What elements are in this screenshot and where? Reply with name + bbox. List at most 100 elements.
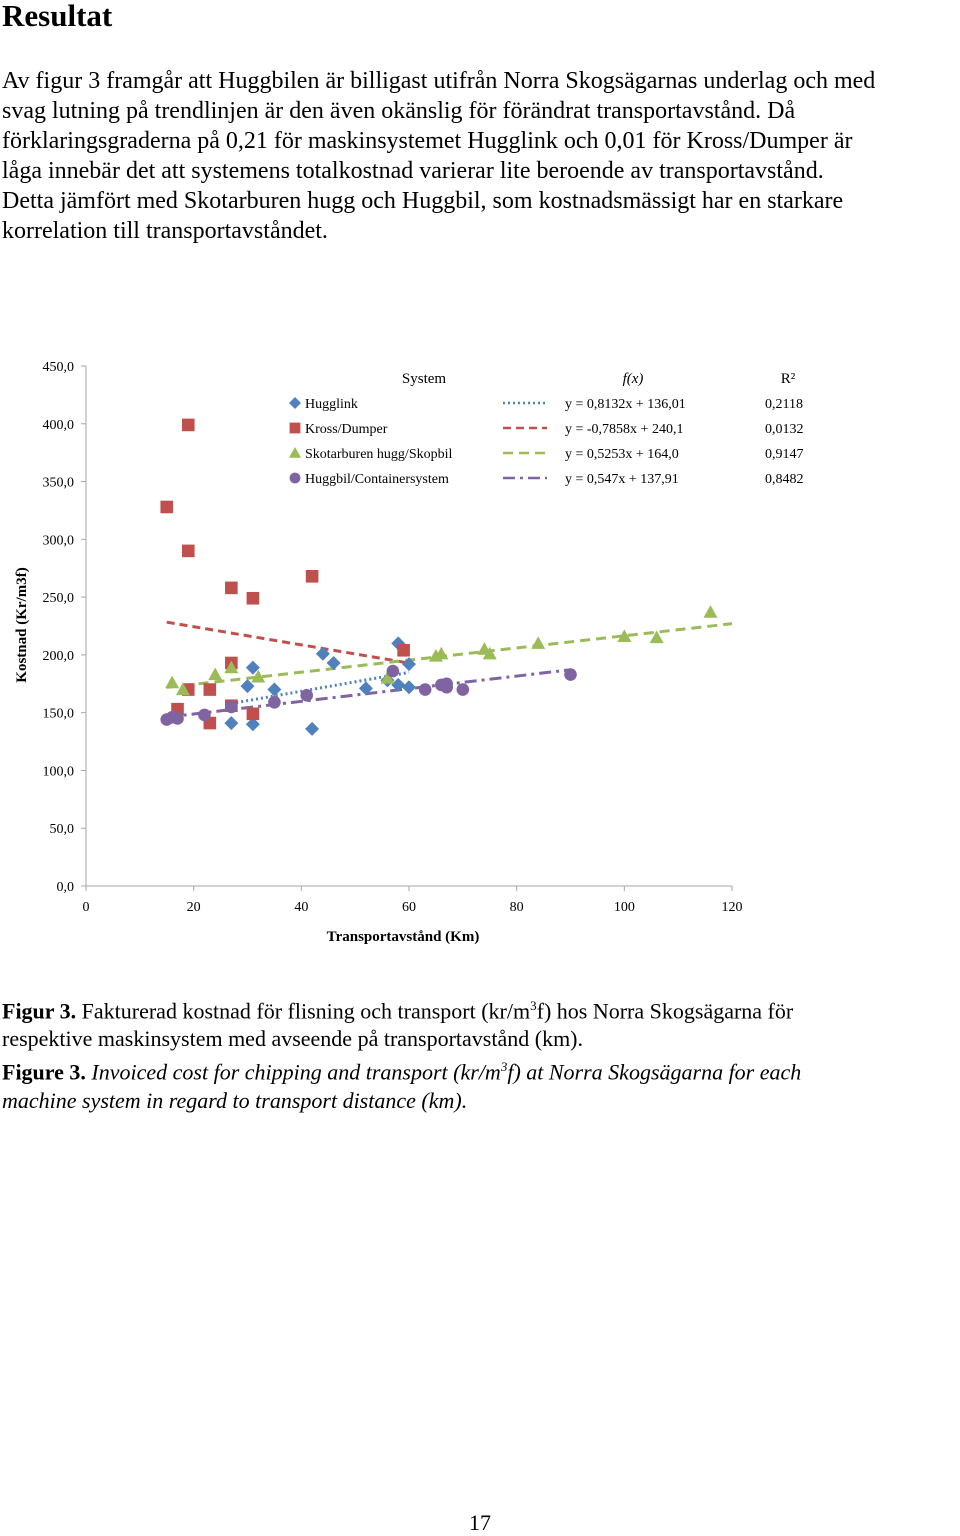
y-tick-label: 250,0 — [43, 591, 75, 606]
data-point — [617, 629, 632, 642]
paragraph-line: korrelation till transportavståndet. — [2, 218, 328, 244]
data-point — [402, 657, 416, 672]
legend-header-r2: R² — [781, 371, 796, 387]
chart-legend: System f(x) R² Hugglink y = 0,8132x + 136,01… — [289, 371, 804, 487]
y-tick-label: 350,0 — [43, 476, 75, 491]
paragraph-line: låga innebär det att systemens totalkost… — [2, 158, 824, 184]
chart-axes: 0,050,0100,0150,0200,0250,0300,0350,0400… — [43, 360, 743, 915]
legend-r2: 0,8482 — [765, 472, 804, 487]
data-point — [268, 695, 281, 709]
data-point — [358, 681, 373, 696]
data-point — [703, 605, 718, 618]
legend-marker — [289, 472, 301, 484]
legend-label: Skotarburen hugg/Skopbil — [305, 447, 452, 462]
legend-marker — [289, 397, 301, 409]
data-point — [402, 680, 416, 695]
data-point — [397, 643, 410, 657]
y-tick-label: 200,0 — [43, 649, 75, 664]
caption-sv-text-b: f) hos Norra Skogsägarna för — [536, 998, 794, 1024]
legend-label: Hugglink — [305, 397, 358, 412]
data-point — [245, 660, 260, 675]
data-point — [440, 677, 453, 691]
y-tick-label: 400,0 — [43, 418, 75, 433]
data-point — [315, 646, 330, 661]
caption-en-text-a: Invoiced cost for chipping and transport… — [85, 1059, 501, 1085]
data-point — [246, 707, 260, 721]
paragraph-line: svag lutning på trendlinjen är den även … — [2, 98, 796, 124]
y-tick-label: 450,0 — [43, 360, 75, 375]
caption-sv-sup: 3 — [530, 998, 537, 1013]
caption-en-line-2: machine system in regard to transport di… — [2, 1087, 468, 1113]
legend-label: Huggbil/Containersystem — [305, 472, 449, 487]
data-point — [165, 675, 180, 689]
data-point — [456, 683, 470, 696]
data-point — [245, 717, 260, 732]
data-point — [224, 716, 239, 731]
x-axis-label: Transportavstånd (Km) — [327, 929, 480, 945]
data-point — [305, 570, 319, 583]
data-point — [305, 721, 320, 736]
paragraph-line: förklaringsgraderna på 0,21 för maskinsy… — [2, 128, 853, 154]
paragraph-line: Detta jämfört med Skotarburen hugg och H… — [2, 188, 844, 214]
x-tick-label: 80 — [510, 900, 524, 915]
legend-equation: y = -0,7858x + 240,1 — [565, 422, 683, 437]
caption-en-line-1: Figure 3. Invoiced cost for chipping and… — [2, 1053, 958, 1086]
legend-equation: y = 0,547x + 137,91 — [565, 472, 679, 487]
caption-sv-line-2: respektive maskinsystem med avseende på … — [2, 1026, 584, 1052]
figure-caption: Figur 3. Fakturerad kostnad för flisning… — [2, 992, 958, 1115]
data-point — [181, 544, 195, 558]
section-heading: Resultat — [2, 0, 113, 33]
data-point — [391, 677, 406, 692]
data-point — [380, 671, 395, 684]
legend-r2: 0,9147 — [765, 447, 804, 462]
body-paragraph: Av figur 3 framgår att Huggbilen är bill… — [2, 66, 958, 246]
data-point — [251, 669, 266, 683]
data-point — [418, 683, 432, 696]
data-point — [181, 418, 195, 432]
data-point — [267, 682, 282, 697]
y-tick-label: 300,0 — [43, 533, 75, 548]
y-tick-label: 50,0 — [50, 822, 75, 837]
data-point — [386, 664, 400, 678]
trend-line — [166, 622, 733, 689]
data-point — [198, 708, 211, 722]
data-point — [171, 712, 184, 725]
data-point — [246, 591, 260, 605]
y-axis-label: Kostnad (Kr/m3f) — [14, 567, 30, 682]
data-point — [326, 655, 341, 670]
data-point — [203, 683, 217, 696]
data-point — [391, 636, 406, 651]
legend-label: Kross/Dumper — [305, 422, 388, 437]
trend-line — [166, 620, 410, 665]
legend-marker — [289, 447, 301, 458]
data-point — [224, 660, 239, 674]
x-tick-label: 120 — [722, 900, 743, 915]
scatter-chart: 0,050,0100,0150,0200,0250,0300,0350,0400… — [14, 360, 804, 945]
x-tick-label: 0 — [83, 900, 90, 915]
y-tick-label: 0,0 — [57, 880, 75, 895]
x-tick-label: 60 — [402, 900, 416, 915]
paragraph-line: Av figur 3 framgår att Huggbilen är bill… — [2, 68, 876, 94]
caption-sv-line-1: Figur 3. Fakturerad kostnad för flisning… — [2, 992, 958, 1025]
data-points — [160, 418, 718, 736]
legend-header-fx: f(x) — [623, 371, 644, 387]
x-tick-label: 100 — [614, 900, 635, 915]
page-number: 17 — [469, 1510, 491, 1535]
caption-sv-text-a: Fakturerad kostnad för flisning och tran… — [76, 998, 531, 1024]
data-point — [160, 500, 174, 514]
data-point — [434, 646, 449, 660]
x-tick-label: 20 — [187, 900, 201, 915]
data-point — [564, 668, 577, 681]
caption-en-sup: 3 — [500, 1059, 508, 1075]
data-point — [175, 682, 190, 696]
data-point — [531, 636, 546, 649]
caption-en-label: Figure 3. — [2, 1059, 86, 1085]
data-point — [300, 689, 314, 702]
legend-r2: 0,0132 — [765, 422, 804, 437]
legend-equation: y = 0,5253x + 164,0 — [565, 447, 679, 462]
data-point — [208, 667, 223, 681]
x-tick-label: 40 — [294, 900, 308, 915]
data-point — [240, 679, 255, 694]
legend-marker — [289, 422, 301, 434]
y-tick-label: 150,0 — [43, 707, 75, 722]
